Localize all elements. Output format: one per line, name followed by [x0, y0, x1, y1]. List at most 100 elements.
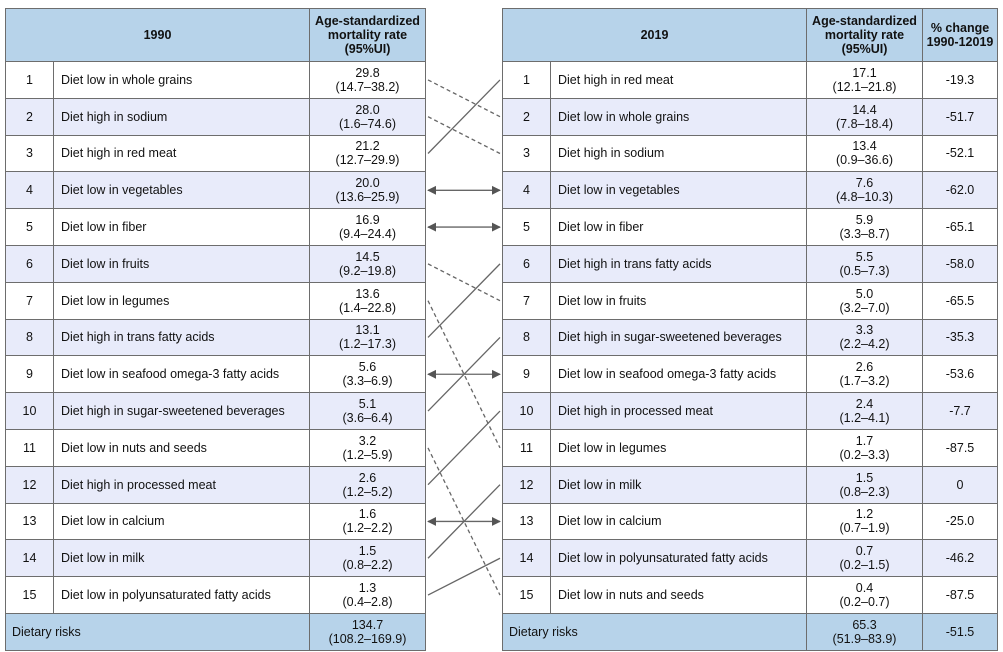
table-row: 11 Diet low in nuts and seeds 3.2 (1.2–5.9) [5, 428, 426, 467]
mortality-rate: 1.3 (0.4–2.8) [309, 576, 426, 614]
table-row: 6 Diet low in fruits 14.5 (9.2–19.8) [5, 244, 426, 283]
table-row: 2 Diet high in sodium 28.0 (1.6–74.6) [5, 97, 426, 136]
mortality-rate: 2.6 (1.2–5.2) [309, 465, 426, 504]
table-row: 4 Diet low in vegetables 7.6 (4.8–10.3) -62.… [502, 171, 998, 210]
pct-change: -87.5 [922, 576, 998, 614]
table-row: 12 Diet low in milk 1.5 (0.8–2.3) 0 [502, 465, 998, 504]
table-row: 6 Diet high in trans fatty acids 5.5 (0.5–7… [502, 244, 998, 283]
rank-number: 7 [5, 281, 54, 320]
table-row: 14 Diet low in milk 1.5 (0.8–2.2) [5, 539, 426, 578]
table-row: 15 Diet low in polyunsaturated fatty acid… [5, 576, 426, 614]
rank-number: 14 [502, 539, 551, 578]
risk-name: Diet high in processed meat [550, 392, 807, 430]
rank-number: 13 [502, 502, 551, 541]
rank-number: 4 [5, 171, 54, 210]
pct-change: -58.0 [922, 244, 998, 283]
mortality-rate: 3.2 (1.2–5.9) [309, 428, 426, 467]
table-row: 2 Diet low in whole grains 14.4 (7.8–18.4) -… [502, 97, 998, 136]
rank-number: 12 [502, 465, 551, 504]
mortality-rate: 20.0 (13.6–25.9) [309, 171, 426, 210]
table-row: 8 Diet high in trans fatty acids 13.1 (1.2–… [5, 318, 426, 357]
rank-up-line [427, 410, 501, 486]
rank-number: 7 [502, 281, 551, 320]
table-row: 1 Diet high in red meat 17.1 (12.1–21.8) -19… [502, 61, 998, 99]
mortality-rate: 5.6 (3.3–6.9) [309, 355, 426, 394]
table-row: 9 Diet low in seafood omega-3 fatty acids… [502, 355, 998, 394]
rank-up-line [427, 337, 501, 412]
year-header-1990: 1990 [5, 8, 310, 62]
mortality-rate: 16.9 (9.4–24.4) [309, 208, 426, 246]
table-row: 1 Diet low in whole grains 29.8 (14.7–38.2) [5, 61, 426, 99]
risk-name: Diet low in milk [53, 539, 310, 578]
rank-number: 9 [5, 355, 54, 394]
risk-name: Diet high in sodium [53, 97, 310, 136]
total-label-2019: Dietary risks [502, 612, 807, 651]
rank-number: 11 [5, 428, 54, 467]
mortality-rate: 1.5 (0.8–2.3) [806, 465, 923, 504]
risk-name: Diet high in trans fatty acids [550, 244, 807, 283]
pct-change: 0 [922, 465, 998, 504]
rank-number: 4 [502, 171, 551, 210]
risk-name: Diet low in seafood omega-3 fatty acids [53, 355, 310, 394]
table-row: 5 Diet low in fiber 16.9 (9.4–24.4) [5, 208, 426, 246]
mortality-rate: 5.5 (0.5–7.3) [806, 244, 923, 283]
rank-number: 2 [5, 97, 54, 136]
risk-name: Diet low in milk [550, 465, 807, 504]
risk-name: Diet low in fruits [53, 244, 310, 283]
mortality-rate: 13.1 (1.2–17.3) [309, 318, 426, 357]
rank-number: 2 [502, 97, 551, 136]
rank-number: 6 [5, 244, 54, 283]
mortality-rate: 2.4 (1.2–4.1) [806, 392, 923, 430]
pct-change: -46.2 [922, 539, 998, 578]
rank-number: 13 [5, 502, 54, 541]
rank-number: 9 [502, 355, 551, 394]
pct-change: -25.0 [922, 502, 998, 541]
risk-name: Diet low in seafood omega-3 fatty acids [550, 355, 807, 394]
rank-number: 10 [5, 392, 54, 430]
pct-change: -52.1 [922, 134, 998, 173]
total-label-1990: Dietary risks [5, 612, 310, 651]
pct-change: -53.6 [922, 355, 998, 394]
risk-name: Diet low in calcium [550, 502, 807, 541]
mortality-rate: 28.0 (1.6–74.6) [309, 97, 426, 136]
rate-header-1990: Age-standardized mortality rate (95%UI) [309, 8, 426, 62]
mortality-rate: 1.2 (0.7–1.9) [806, 502, 923, 541]
rank-up-line [427, 484, 501, 559]
rank-number: 8 [5, 318, 54, 357]
risk-name: Diet low in polyunsaturated fatty acids [53, 576, 310, 614]
total-pct-change: -51.5 [922, 612, 998, 651]
mortality-rate: 7.6 (4.8–10.3) [806, 171, 923, 210]
risk-name: Diet low in whole grains [550, 97, 807, 136]
table-row: 11 Diet low in legumes 1.7 (0.2–3.3) -87.5 [502, 428, 998, 467]
rank-down-line [427, 79, 501, 118]
rank-down-line [427, 263, 501, 302]
rank-down-line [427, 300, 501, 449]
mortality-rate: 14.5 (9.2–19.8) [309, 244, 426, 283]
table-row: 7 Diet low in fruits 5.0 (3.2–7.0) -65.5 [502, 281, 998, 320]
mortality-rate: 1.6 (1.2–2.2) [309, 502, 426, 541]
risk-name: Diet low in polyunsaturated fatty acids [550, 539, 807, 578]
mortality-rate: 13.4 (0.9–36.6) [806, 134, 923, 173]
risk-name: Diet low in whole grains [53, 61, 310, 99]
risk-name: Diet low in fruits [550, 281, 807, 320]
mortality-rate: 17.1 (12.1–21.8) [806, 61, 923, 99]
table-row: 15 Diet low in nuts and seeds 0.4 (0.2–0.7)… [502, 576, 998, 614]
pct-change: -62.0 [922, 171, 998, 210]
risk-name: Diet low in vegetables [550, 171, 807, 210]
total-rate-1990: 134.7 (108.2–169.9) [309, 612, 426, 651]
table-row: 5 Diet low in fiber 5.9 (3.3–8.7) -65.1 [502, 208, 998, 246]
rank-number: 14 [5, 539, 54, 578]
table-row: 3 Diet high in sodium 13.4 (0.9–36.6) -52.1 [502, 134, 998, 173]
table-row: 10 Diet high in sugar-sweetened beverages… [5, 392, 426, 430]
table-row: 13 Diet low in calcium 1.6 (1.2–2.2) [5, 502, 426, 541]
pct-change-header: % change 1990-12019 [922, 8, 998, 62]
rank-number: 12 [5, 465, 54, 504]
pct-change: -87.5 [922, 428, 998, 467]
mortality-rate: 5.1 (3.6–6.4) [309, 392, 426, 430]
mortality-rate: 0.7 (0.2–1.5) [806, 539, 923, 578]
risk-name: Diet high in processed meat [53, 465, 310, 504]
risk-name: Diet low in nuts and seeds [550, 576, 807, 614]
mortality-rate: 5.0 (3.2–7.0) [806, 281, 923, 320]
rank-number: 6 [502, 244, 551, 283]
rank-down-line [427, 116, 501, 155]
